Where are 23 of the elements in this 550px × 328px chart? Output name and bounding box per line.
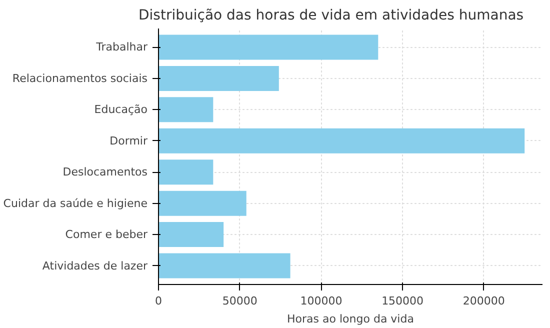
x-tick-label: 0	[155, 294, 162, 308]
bar	[158, 190, 246, 216]
bar	[158, 34, 378, 60]
y-tick-label: Deslocamentos	[62, 166, 148, 179]
bar	[158, 253, 290, 278]
y-tick-label: Dormir	[110, 134, 148, 148]
y-tick-label: Atividades de lazer	[42, 259, 148, 272]
x-tick-label: 150000	[382, 294, 424, 308]
bar	[158, 66, 279, 91]
x-tick-label: 200000	[462, 294, 505, 308]
y-tick-label: Comer e beber	[65, 228, 148, 242]
y-tick-label: Cuidar da saúde e higiene	[3, 196, 148, 210]
bar	[158, 128, 525, 154]
bar	[158, 222, 224, 248]
y-tick-label: Relacionamentos sociais	[12, 72, 148, 85]
chart-title: Distribuição das horas de vida em atividades humanas	[138, 8, 524, 24]
y-tick-label: Trabalhar	[95, 40, 148, 54]
bar	[158, 97, 214, 122]
x-tick-label: 50000	[222, 294, 258, 308]
x-axis-title: Horas ao longo da vida	[287, 312, 414, 326]
y-tick-label: Educação	[94, 103, 148, 116]
x-tick-label: 100000	[300, 294, 342, 308]
bar	[158, 160, 214, 185]
